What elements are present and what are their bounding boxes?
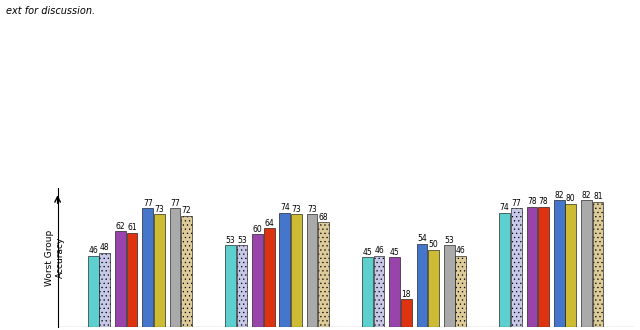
Bar [374,256,385,327]
Bar [225,245,236,327]
Bar [511,208,522,327]
Bar [88,256,99,327]
Bar [142,208,153,327]
Bar [115,231,126,327]
Bar [181,216,192,327]
Text: 53: 53 [237,236,247,245]
Text: 54: 54 [417,234,427,243]
Text: 50: 50 [429,240,438,249]
Bar [565,204,576,327]
Text: 18: 18 [401,289,411,299]
Text: 78: 78 [539,197,548,206]
Bar [127,233,138,327]
Text: 80: 80 [566,194,575,203]
Text: 82: 82 [582,191,591,200]
Text: 46: 46 [88,247,98,255]
Bar [428,250,439,327]
Bar [237,245,247,327]
Text: 77: 77 [511,199,521,208]
Text: 46: 46 [374,247,384,255]
Bar [554,200,564,327]
Text: 53: 53 [444,236,454,245]
Text: 45: 45 [363,248,372,257]
Bar [499,213,510,327]
Bar [99,253,110,327]
Text: 60: 60 [253,225,262,234]
Text: 72: 72 [182,206,191,215]
Text: 61: 61 [127,223,137,232]
Bar [444,245,454,327]
Text: 77: 77 [170,199,180,208]
Text: 73: 73 [154,205,164,214]
Text: 68: 68 [319,213,328,221]
Text: 78: 78 [527,197,537,206]
Text: 74: 74 [500,203,509,212]
Bar [456,256,466,327]
Bar [252,234,263,327]
Bar [593,202,604,327]
Text: 77: 77 [143,199,152,208]
Text: 82: 82 [554,191,564,200]
Bar [538,207,549,327]
Bar [527,207,538,327]
Y-axis label: Worst Group
Accuracy: Worst Group Accuracy [45,229,65,285]
Bar [264,228,275,327]
Text: 73: 73 [292,205,301,214]
Bar [581,200,592,327]
Text: 45: 45 [390,248,399,257]
Text: ext for discussion.: ext for discussion. [6,6,95,16]
Bar [318,222,329,327]
Bar [154,214,164,327]
Text: 73: 73 [307,205,317,214]
Bar [280,213,291,327]
Bar [307,214,317,327]
Text: 81: 81 [593,192,603,202]
Bar [389,257,400,327]
Text: 64: 64 [264,219,274,228]
Text: 46: 46 [456,247,466,255]
Bar [291,214,302,327]
Bar [417,244,428,327]
Bar [362,257,373,327]
Text: 74: 74 [280,203,290,212]
Bar [401,299,412,327]
Text: 62: 62 [116,222,125,231]
Bar [170,208,180,327]
Text: 53: 53 [225,236,236,245]
Text: 48: 48 [100,243,109,252]
